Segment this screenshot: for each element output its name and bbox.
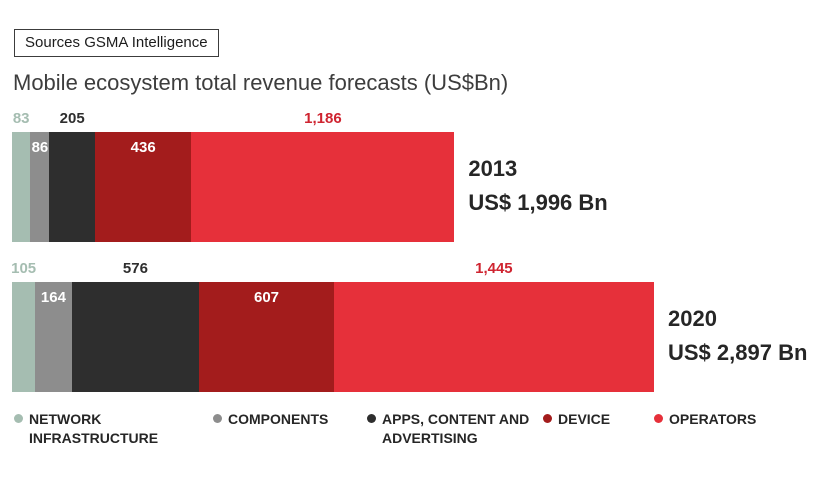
legend-item: COMPONENTS [213,410,343,429]
segment-value: 205 [59,110,85,127]
total-year: 2020 [668,306,717,331]
bar-row-2013: 83 205 1,186 86 436 2013 US$ 1,996 Bn [12,108,807,242]
total-label: 2020 US$ 2,897 Bn [668,302,807,370]
legend-item: NETWORK INFRASTRUCTURE [14,410,164,448]
total-amount: US$ 1,996 Bn [468,190,608,216]
legend: NETWORK INFRASTRUCTURE COMPONENTS APPS, CO… [0,410,815,470]
segment-value: 105 [11,260,37,277]
segment-value: 436 [130,139,156,156]
legend-label: APPS, CONTENT AND ADVERTISING [382,411,530,446]
bar-value-labels: 83 205 1,186 [12,108,807,132]
legend-dot-icon [543,414,552,423]
chart-title: Mobile ecosystem total revenue forecasts… [13,70,509,95]
legend-label: DEVICE [558,411,611,427]
bar-segment [71,282,200,392]
bar-row-2020: 105 576 1,445 164 607 2020 US$ 2,897 Bn [11,258,807,392]
bar-segment [49,132,95,242]
total-amount: US$ 2,897 Bn [668,340,808,366]
total-label: 2013 US$ 1,996 Bn [468,152,607,220]
legend-dot-icon [654,414,663,423]
legend-dot-icon [213,414,222,423]
segment-value: 576 [122,260,148,277]
segment-value: 164 [40,289,66,306]
bar-segment [191,132,455,242]
segment-value: 607 [253,289,280,306]
legend-item: DEVICE [543,410,633,429]
legend-dot-icon [367,414,376,423]
legend-label: COMPONENTS [228,411,329,427]
bar-value-labels: 105 576 1,445 [11,258,807,282]
legend-item: OPERATORS [654,410,764,429]
bar-segment: 164 [35,282,72,392]
stacked-bar-chart: 83 205 1,186 86 436 2013 US$ 1,996 Bn 105 576 1,4… [11,108,807,400]
stacked-bar: 164 607 [12,282,807,392]
segment-value: 83 [12,110,30,127]
stacked-bar: 86 436 [12,132,807,242]
bar-segment: 86 [30,132,50,242]
legend-item: APPS, CONTENT AND ADVERTISING [367,410,542,448]
legend-label: NETWORK INFRASTRUCTURE [29,411,159,446]
segment-value: 1,445 [475,260,513,277]
bar-segment [12,282,36,392]
segment-value: 86 [31,139,49,156]
source-label: Sources GSMA Intelligence [14,29,219,57]
bar-segment: 607 [199,282,334,392]
bar-segment [12,132,31,242]
bar-segment: 436 [94,132,192,242]
legend-dot-icon [14,414,23,423]
bar-segment [333,282,654,392]
total-year: 2013 [468,156,518,181]
segment-value: 1,186 [304,110,342,127]
legend-label: OPERATORS [669,411,757,427]
